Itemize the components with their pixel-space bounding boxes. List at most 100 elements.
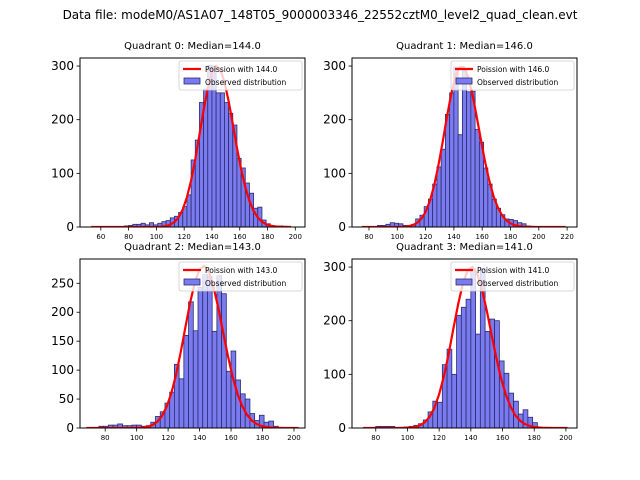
y-tick-label: 100 — [323, 367, 346, 381]
legend-box — [450, 261, 575, 292]
axes-frame — [351, 57, 578, 228]
x-tick-label: 120 — [419, 233, 432, 241]
y-tick-label: 0 — [338, 421, 346, 435]
legend: Poission with 143.0 Observed distribution — [178, 261, 303, 292]
x-tick-label: 120 — [432, 434, 445, 442]
legend-label-observed: Observed distribution — [205, 78, 286, 87]
histogram-bar — [225, 370, 232, 428]
y-tick-label: 200 — [323, 113, 346, 127]
x-tick-label: 180 — [504, 233, 517, 241]
x-tick-label: 100 — [401, 434, 414, 442]
subplot-quadrant-3: Quadrant 3: Median=141.0 80 100 120 140 160 18… — [323, 242, 578, 442]
histogram-bar — [224, 102, 230, 227]
histogram-bar — [197, 286, 204, 428]
subplot-quadrant-0: Quadrant 0: Median=144.0 60 80 100 120 140 160… — [51, 41, 306, 241]
histogram-bar — [211, 330, 218, 428]
subplot-title: Quadrant 2: Median=143.0 — [124, 242, 261, 253]
histogram-bar — [475, 333, 481, 428]
legend-patch-icon — [455, 278, 473, 286]
x-tick-label: 120 — [161, 434, 174, 442]
x-tick-label: 160 — [224, 434, 237, 442]
histogram-bar — [188, 301, 194, 428]
histogram-bar — [457, 134, 463, 227]
x-tick-label: 200 — [289, 233, 302, 241]
y-tick-label: 0 — [66, 421, 74, 435]
histogram-bar — [219, 92, 225, 227]
x-tick-label: 80 — [124, 233, 133, 241]
x-tick-label: 80 — [371, 434, 380, 442]
legend-label-poisson: Poission with 143.0 — [205, 266, 278, 275]
legend: Poission with 146.0 Observed distribution — [450, 60, 575, 91]
histogram-bar — [183, 334, 189, 428]
x-tick-label: 140 — [193, 434, 206, 442]
figure-suptitle: Data file: modeM0/AS1A07_148T05_90000033… — [62, 8, 578, 22]
histogram-bar — [437, 401, 443, 428]
subplot-title: Quadrant 3: Median=141.0 — [396, 242, 533, 253]
legend-label-poisson: Poission with 144.0 — [205, 65, 278, 74]
subplot-quadrant-2: Quadrant 2: Median=143.0 80 100 120 140 160 18… — [51, 242, 306, 442]
legend-label-observed: Observed distribution — [477, 78, 558, 87]
histogram-bar — [202, 274, 208, 428]
histogram-bar — [436, 166, 442, 227]
histogram-bar — [440, 148, 446, 227]
histogram-bar — [484, 331, 491, 428]
histogram-bar — [494, 320, 500, 428]
legend-label-poisson: Poission with 141.0 — [477, 266, 550, 275]
legend-box — [450, 60, 575, 91]
axes-frame — [79, 258, 306, 429]
histogram-bar — [268, 420, 274, 428]
x-tick-label: 180 — [528, 434, 541, 442]
x-tick-label: 60 — [96, 233, 105, 241]
histogram-bar — [470, 268, 476, 428]
histogram-bar — [228, 112, 234, 227]
histogram-bar — [451, 373, 457, 428]
histogram-bar — [215, 92, 221, 227]
y-tick-label: 100 — [51, 166, 74, 180]
histogram-bar — [474, 128, 480, 227]
legend: Poission with 141.0 Observed distribution — [450, 261, 575, 292]
x-tick-label: 200 — [559, 434, 572, 442]
y-tick-label: 100 — [51, 363, 74, 377]
poisson-curve — [86, 264, 299, 428]
x-tick-label: 180 — [256, 434, 269, 442]
x-tick-label: 160 — [496, 434, 509, 442]
x-tick-label: 80 — [101, 434, 110, 442]
x-tick-label: 200 — [532, 233, 545, 241]
axes-frame — [79, 57, 306, 228]
x-tick-label: 140 — [447, 233, 460, 241]
histogram-bar — [186, 194, 192, 227]
legend-label-observed: Observed distribution — [205, 279, 286, 288]
x-tick-label: 140 — [464, 434, 477, 442]
y-tick-label: 200 — [323, 314, 346, 328]
legend-patch-icon — [455, 77, 473, 85]
y-tick-label: 0 — [66, 220, 74, 234]
histogram-bar — [470, 90, 476, 227]
legend-box — [178, 60, 303, 91]
y-tick-label: 50 — [59, 392, 74, 406]
legend-patch-icon — [183, 278, 201, 286]
y-tick-label: 300 — [51, 59, 74, 73]
histogram-bar — [483, 167, 489, 227]
y-tick-label: 250 — [51, 276, 74, 290]
legend-patch-icon — [183, 77, 201, 85]
histogram-bar — [207, 275, 213, 428]
histogram-bar — [453, 66, 459, 227]
histogram-bar — [466, 91, 472, 227]
x-tick-label: 120 — [177, 233, 190, 241]
histogram-bar — [178, 378, 185, 428]
poisson-curve — [91, 64, 292, 227]
y-tick-label: 300 — [323, 59, 346, 73]
x-tick-label: 200 — [287, 434, 300, 442]
histogram-bar — [461, 68, 468, 227]
x-tick-label: 140 — [205, 233, 218, 241]
histogram-bar — [444, 113, 451, 227]
y-tick-label: 300 — [323, 260, 346, 274]
histogram-bar — [456, 314, 462, 428]
y-tick-label: 200 — [51, 113, 74, 127]
histogram-bar — [216, 275, 223, 428]
histogram-bar — [230, 350, 237, 428]
subplot-quadrant-1: Quadrant 1: Median=146.0 80 100 120 140 160 18… — [323, 41, 578, 241]
plot-area — [361, 66, 566, 227]
x-tick-label: 100 — [391, 233, 404, 241]
